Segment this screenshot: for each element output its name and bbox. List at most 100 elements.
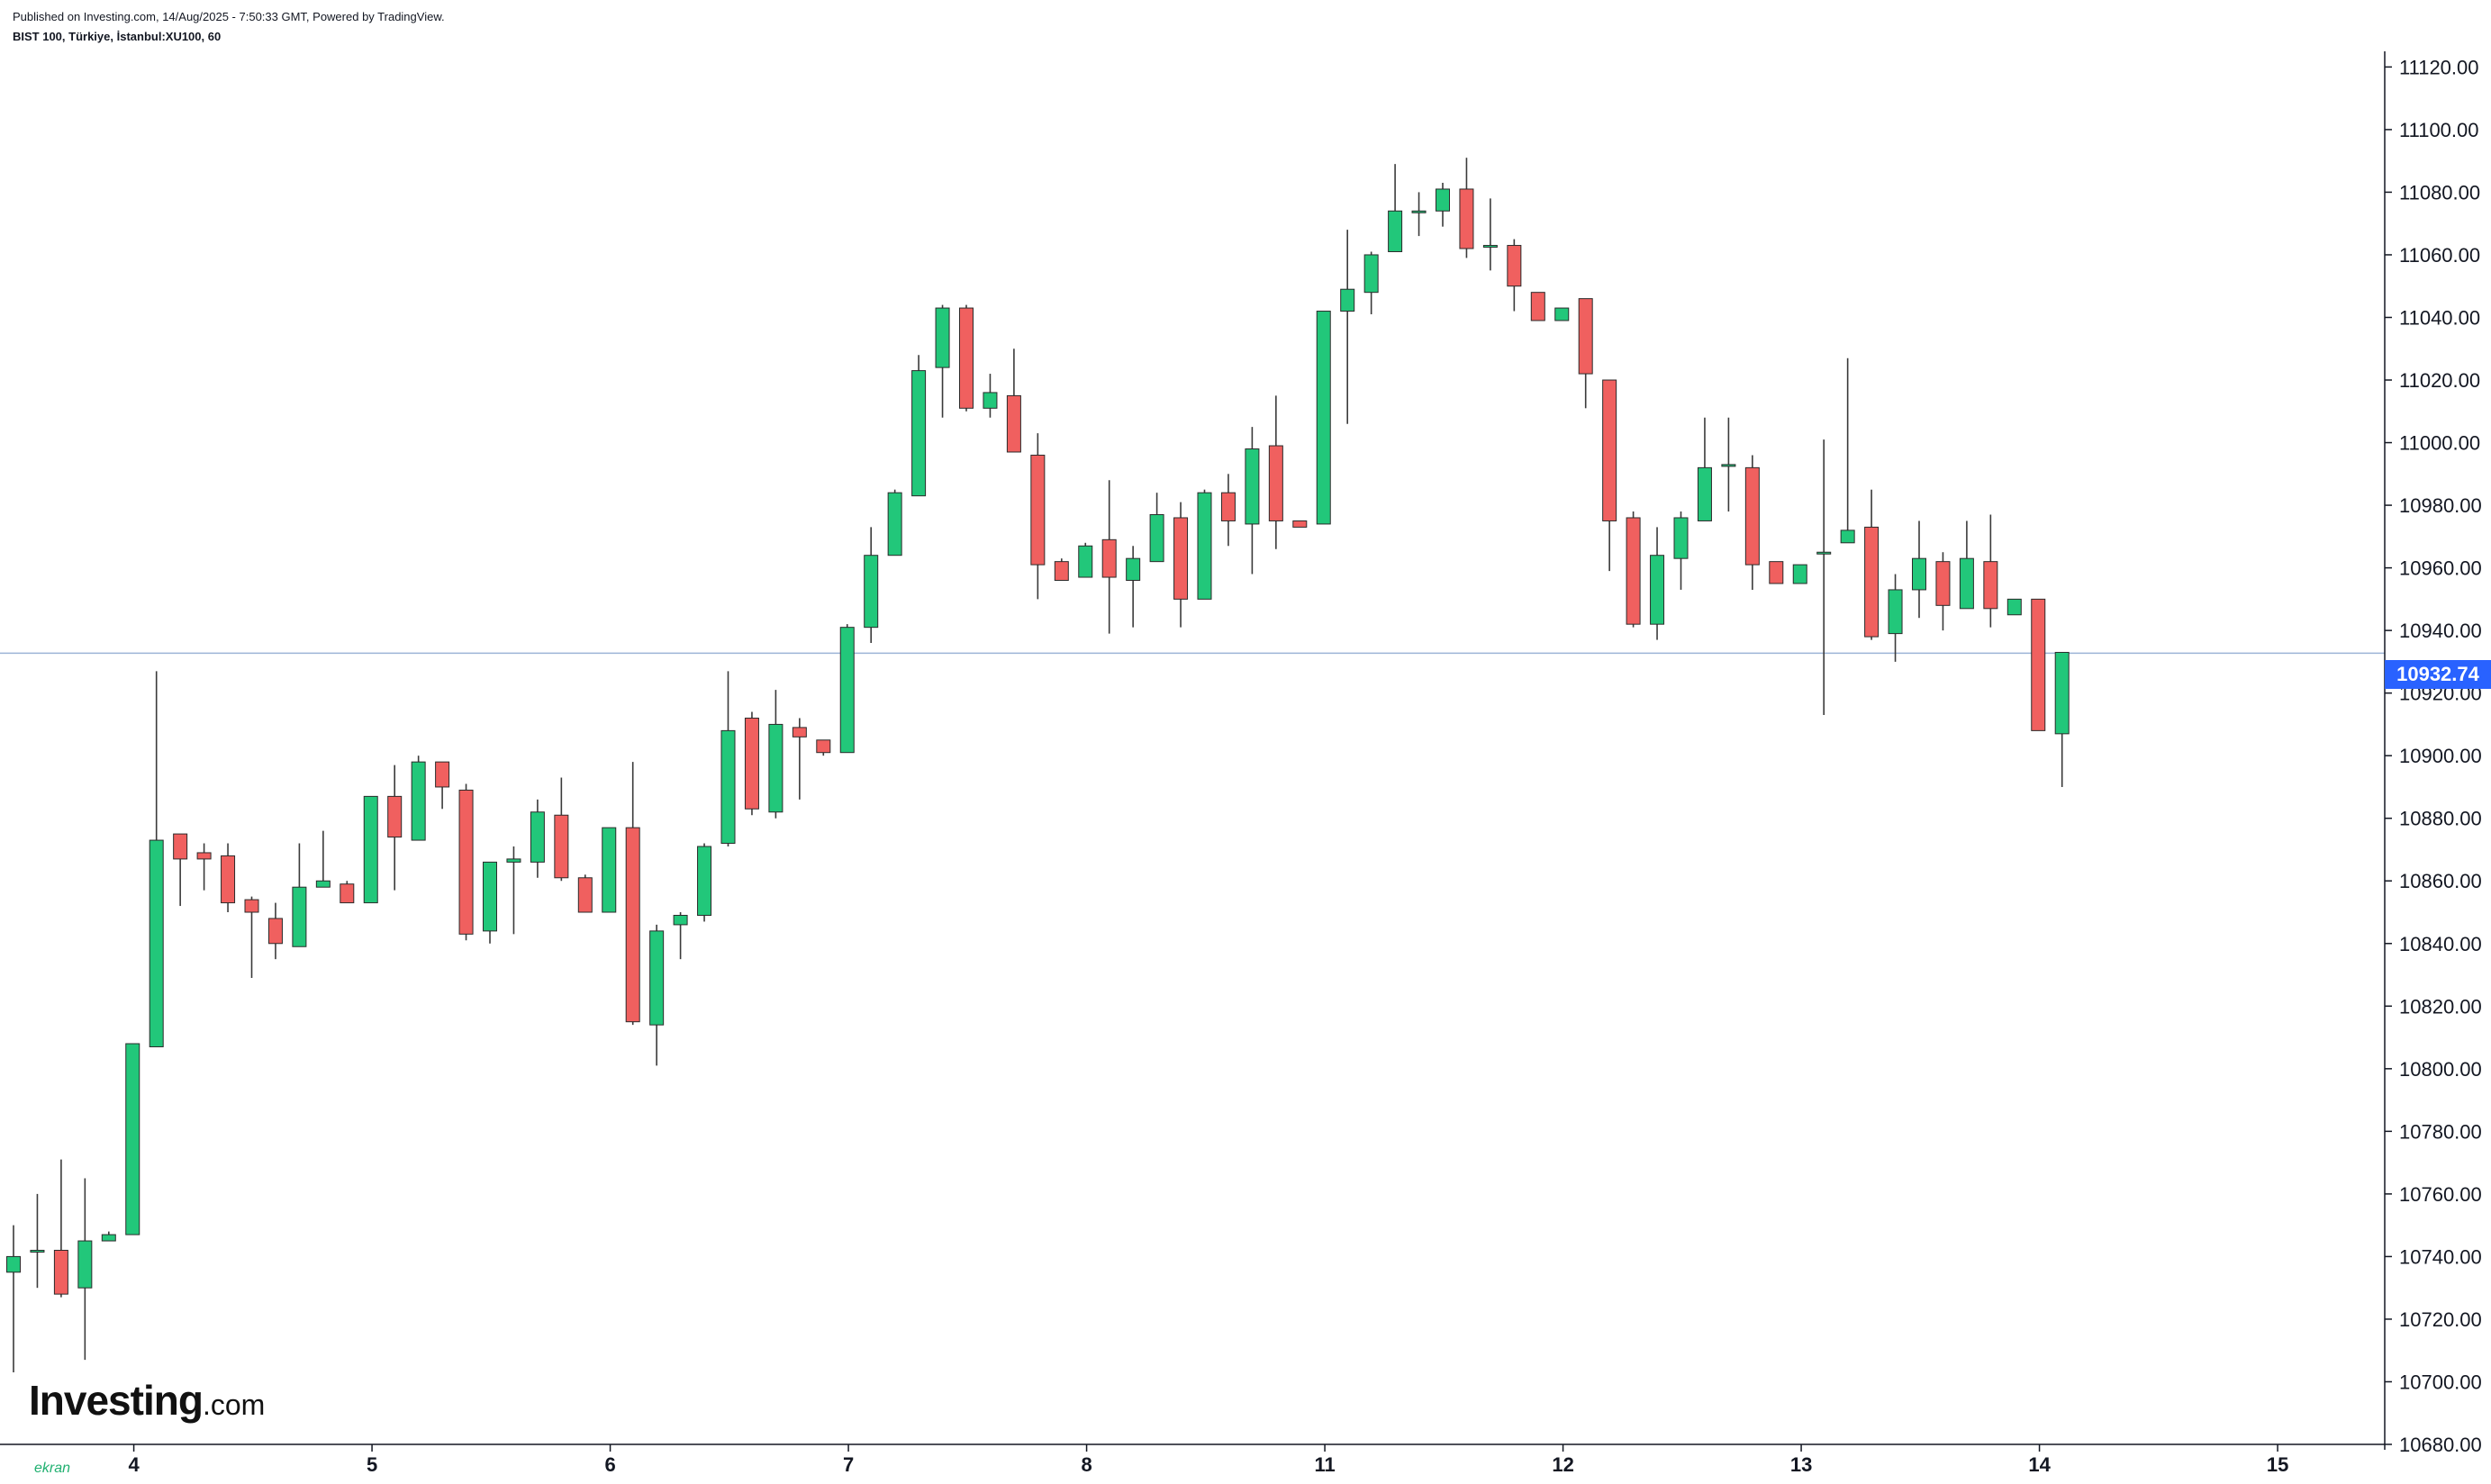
candle-body [1197,492,1212,600]
candle-body [173,833,188,860]
x-tick-label: 6 [604,1453,615,1476]
candle [1006,348,1021,453]
candle [602,827,617,913]
candle-body [2054,651,2070,735]
candle-body [363,795,378,904]
candle-body [649,930,665,1026]
y-tick-label: 11060.00 [2399,244,2480,267]
candle [458,783,474,941]
candle-body [53,1249,68,1295]
candle [1530,292,1545,321]
candle [1078,542,1093,578]
candle [554,777,569,882]
y-tick-label: 10740.00 [2399,1245,2482,1268]
candle [1816,439,1832,715]
candle-body [244,899,259,913]
y-tick-label: 10860.00 [2399,870,2482,892]
candle [244,896,259,979]
candle [697,843,712,922]
candle [1744,455,1760,590]
candle-body [1292,520,1308,528]
candle-body [1220,492,1236,521]
candle-body [411,761,426,841]
x-tick-label: 12 [1552,1453,1573,1476]
candle-body [387,795,403,838]
logo-tld: .com [202,1389,266,1421]
candle [2054,651,2070,787]
candle-body [1436,188,1450,212]
candle [1411,192,1427,237]
candle [1340,230,1355,424]
candle-body [292,886,307,947]
x-tick-label: 4 [128,1453,140,1476]
candle [315,830,331,888]
candle [530,799,545,878]
y-tick-label: 11000.00 [2399,432,2480,455]
candle [1101,480,1117,634]
y-tick-label: 11020.00 [2399,369,2480,392]
candle-body [577,877,593,913]
candle [1626,511,1641,628]
candle-body [221,855,236,904]
candle-body [959,307,974,409]
candle [744,711,759,816]
candle [1268,395,1283,549]
ekran-watermark: ekran [34,1461,71,1476]
candle [196,843,212,891]
candle [935,304,950,418]
logo-brand: Investing [29,1377,204,1424]
candle-body [315,880,331,888]
candle [387,765,403,891]
candle-body [1816,551,1832,555]
candle [435,761,450,810]
candle [1983,514,1998,628]
candle-body [458,789,474,935]
y-tick-label: 11100.00 [2399,119,2479,141]
candle [1792,564,1807,584]
x-tick-label: 7 [843,1453,854,1476]
candle [1459,158,1474,258]
candle-body [1697,466,1712,521]
candle [1316,311,1331,525]
y-tick-label: 10940.00 [2399,620,2482,642]
candle-body [935,307,950,368]
candle-body [30,1249,45,1253]
x-tick-label: 15 [2267,1453,2288,1476]
candle-body [1316,311,1331,525]
candle-body [1388,210,1403,252]
candle [649,924,665,1066]
candle [1769,561,1784,584]
candle-body [792,727,807,737]
candle [1602,379,1617,572]
candle-body [125,1043,140,1235]
candle-body [340,883,355,904]
candle-body [1959,557,1974,610]
candle-body [1554,307,1570,321]
candle [53,1159,68,1298]
x-tick-label: 11 [1314,1453,1335,1476]
candle [483,861,497,944]
candle-body [1101,538,1117,578]
y-tick-label: 10840.00 [2399,933,2482,955]
y-tick-label: 10980.00 [2399,494,2482,517]
candle-body [1935,561,1951,606]
candle-body [625,827,640,1023]
candle-body [1912,557,1926,591]
candle-body [864,555,879,629]
candle [1220,474,1236,547]
candle [292,843,307,947]
candle [792,718,807,800]
y-tick-label: 10880.00 [2399,808,2482,830]
candle [1888,574,1903,662]
candle [221,843,236,913]
y-tick-label: 10960.00 [2399,557,2482,580]
candle [864,527,879,644]
axes-layer: 10680.00 10700.00 10720.00 10740.00 10760.00… [0,51,2482,1476]
candle-body [1864,526,1880,638]
candle-body [1363,254,1379,294]
candle-body [1054,561,1069,582]
candle [839,624,855,754]
candle [411,756,426,841]
candle-body [1126,557,1141,582]
